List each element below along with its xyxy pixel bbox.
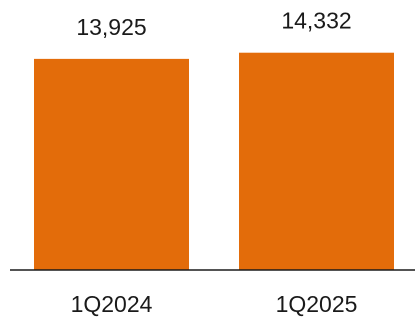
bar-1Q2024 <box>34 58 189 271</box>
category-label-1Q2024: 1Q2024 <box>71 291 153 317</box>
value-label-1Q2025: 14,332 <box>281 8 351 34</box>
value-labels-layer: 13,925 14,332 <box>76 8 351 40</box>
category-label-1Q2025: 1Q2025 <box>276 291 358 317</box>
category-labels-layer: 1Q2024 1Q2025 <box>71 291 358 317</box>
bar-1Q2025 <box>239 52 394 270</box>
bars-layer <box>34 52 394 271</box>
value-label-1Q2024: 13,925 <box>76 14 146 40</box>
